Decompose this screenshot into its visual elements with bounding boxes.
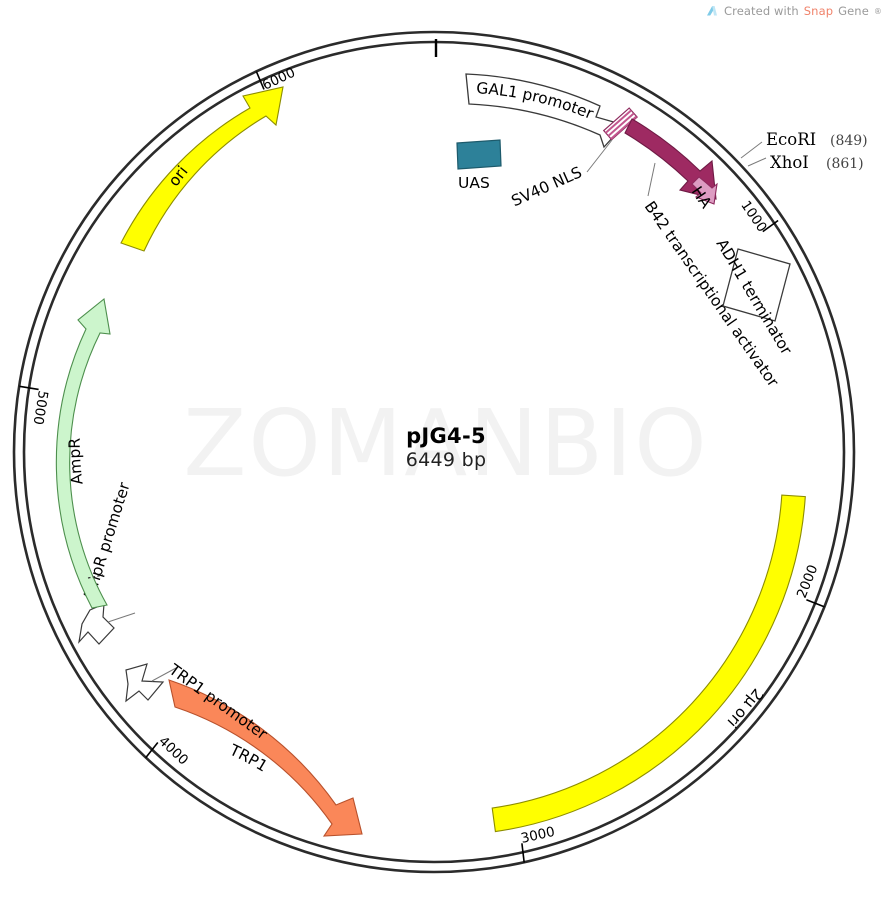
page-title: pJG4-5: [406, 424, 486, 448]
site-position-xhoi: (861): [826, 156, 864, 172]
credit-prefix: Created with: [724, 4, 799, 18]
feature-gal1-promoter[interactable]: GAL1 promoter: [465, 73, 626, 149]
feature-label-ampr: AmpR: [66, 438, 87, 486]
feature-trp1[interactable]: TRP1: [168, 679, 363, 837]
credit-brand-gene: Gene: [838, 4, 869, 18]
snapgene-logo-icon: [705, 4, 719, 18]
watermark: ZOMANBIO: [183, 390, 709, 497]
feature-ampr-promoter[interactable]: AmpR promoter: [78, 452, 140, 645]
plasmid-backbone: [12, 30, 856, 874]
tick-3000: 3000: [519, 824, 556, 863]
tick-5000: 5000: [19, 385, 51, 426]
plasmid-size: 6449 bp: [405, 448, 487, 471]
site-position-ecori: (849): [830, 133, 868, 149]
feature-uas[interactable]: UAS: [456, 139, 502, 192]
plasmid-center-caption: pJG4-5 6449 bp: [0, 424, 892, 471]
tick-label-3000: 3000: [519, 824, 556, 847]
feature-two-micron-ori[interactable]: 2µ ori: [491, 494, 806, 833]
tick-label-4000: 4000: [155, 733, 191, 768]
tick-2000: 2000: [794, 563, 825, 608]
feature-ori[interactable]: ori: [120, 86, 284, 252]
feature-label-sv40-nls: SV40 NLS: [509, 163, 585, 210]
tick-label-5000: 5000: [30, 389, 51, 425]
feature-ampr[interactable]: AmpR: [55, 297, 111, 609]
credit-registered-mark: ®: [873, 6, 882, 16]
restriction-site-group[interactable]: EcoRI (849) XhoI (861): [740, 130, 868, 172]
site-name-ecori: EcoRI: [766, 130, 816, 149]
snapgene-credit: Created with Snap Gene ®: [705, 4, 882, 18]
feature-label-uas: UAS: [458, 174, 490, 192]
site-name-xhoi: XhoI: [770, 153, 809, 172]
credit-brand-snap: Snap: [803, 4, 834, 18]
